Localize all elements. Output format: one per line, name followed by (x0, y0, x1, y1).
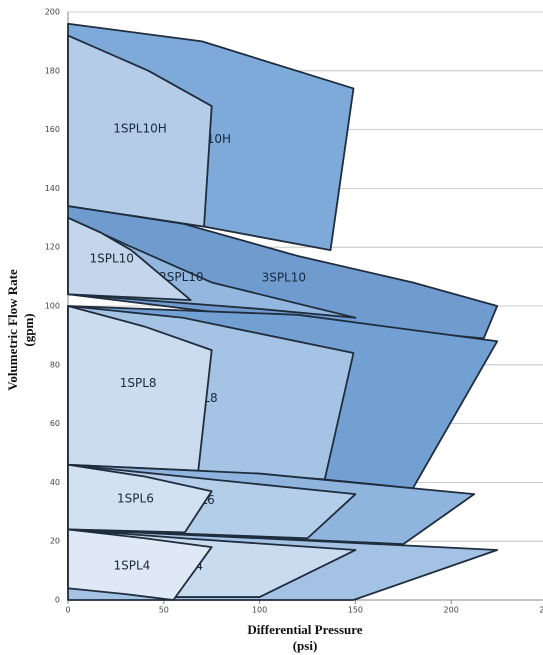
region (67, 34, 213, 228)
y-tick-label: 200 (45, 8, 60, 17)
x-tick-label: 0 (65, 606, 70, 615)
region-label: 3SPL10 (262, 271, 306, 285)
y-tick-label: 140 (45, 184, 60, 193)
region-label: 1SPL8 (120, 376, 157, 390)
region-label: 1SPL6 (117, 491, 154, 505)
region-label: 1SPL10 (89, 251, 133, 265)
region-label: 2SPL10 (159, 270, 203, 284)
region (67, 205, 499, 340)
x-tick-label: 100 (252, 606, 267, 615)
y-tick-label: 160 (45, 125, 60, 134)
x-tick-label: 50 (159, 606, 169, 615)
y-tick-label: 0 (55, 596, 60, 605)
y-tick-label: 20 (50, 537, 60, 546)
region-label: 1SPL4 (113, 559, 150, 573)
y-tick-label: 60 (50, 419, 60, 428)
y-tick-label: 80 (50, 360, 60, 369)
region (67, 216, 192, 302)
x-axis-unit: (psi) (293, 638, 318, 653)
y-axis-label: Volumetric Flow Rate (5, 269, 20, 391)
y-tick-label: 40 (50, 478, 60, 487)
region-label: 1SPL10H (113, 122, 166, 136)
region (67, 463, 213, 534)
y-tick-label: 180 (45, 66, 60, 75)
x-tick-label: 150 (348, 606, 363, 615)
y-tick-label: 120 (45, 243, 60, 252)
region (67, 305, 213, 472)
x-tick-label: 200 (444, 606, 459, 615)
region (67, 528, 213, 601)
y-axis-unit: (gpm) (21, 313, 36, 346)
x-tick-label: 250 (539, 606, 543, 615)
x-axis-label: Differential Pressure (247, 622, 362, 637)
y-tick-label: 100 (45, 302, 60, 311)
